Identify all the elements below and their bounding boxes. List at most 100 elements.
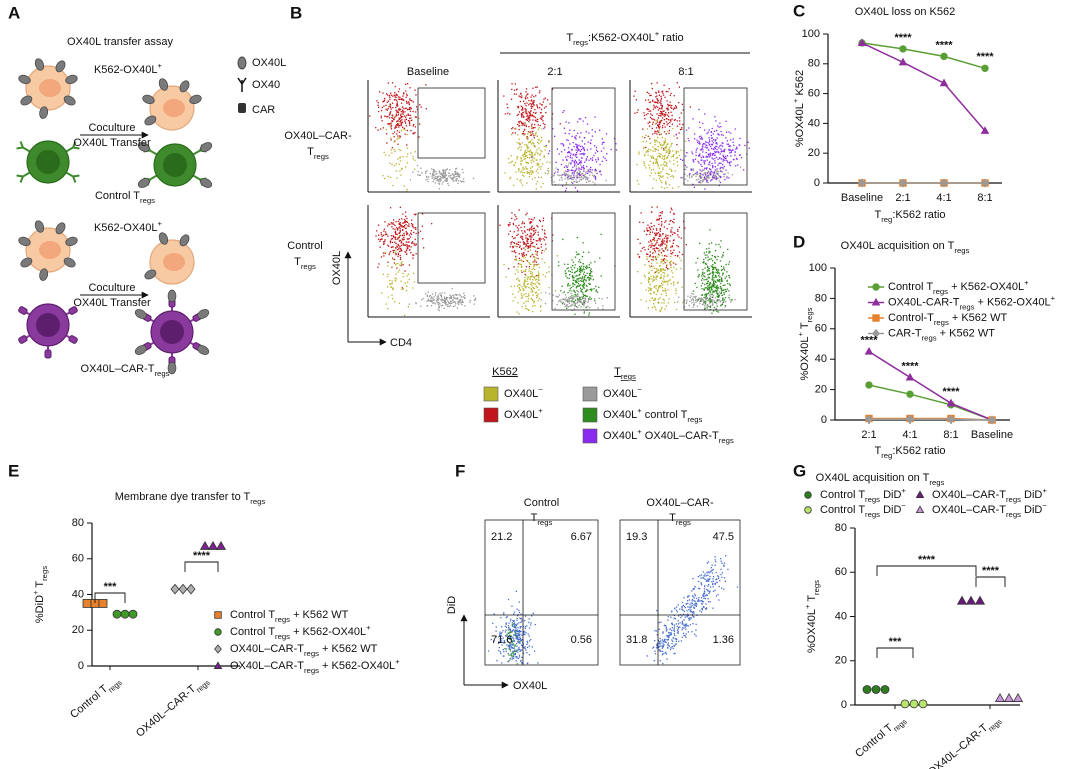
flow-event: [582, 251, 585, 253]
flow-event: [664, 141, 667, 144]
flow-event: [452, 296, 455, 299]
flow-event: [438, 302, 440, 304]
flow-event: [658, 621, 660, 624]
legend-label: OX40L+: [504, 406, 543, 421]
flow-event: [597, 157, 599, 159]
flow-event: [736, 586, 739, 588]
flow-event: [669, 150, 671, 153]
flow-event: [661, 176, 663, 178]
flow-event: [443, 307, 445, 309]
flow-event: [708, 129, 710, 131]
flow-event: [697, 269, 699, 271]
flow-event: [705, 168, 707, 170]
flow-event: [651, 114, 653, 116]
flow-event: [581, 173, 583, 175]
flow-event: [521, 644, 523, 646]
flow-event: [692, 616, 695, 618]
flow-event: [706, 288, 709, 290]
flow-event: [654, 234, 657, 237]
flow-event: [553, 174, 555, 177]
flow-event: [398, 137, 400, 139]
flow-event: [531, 156, 533, 158]
flow-event: [532, 286, 534, 288]
flow-event: [580, 280, 582, 282]
flow-event: [558, 153, 560, 155]
flow-event: [578, 298, 580, 300]
flow-event: [565, 165, 567, 167]
flow-event: [579, 174, 582, 177]
flow-event: [557, 261, 560, 263]
gate: [417, 212, 486, 284]
flow-event: [675, 107, 677, 109]
flow-event: [656, 162, 659, 164]
flow-event: [508, 647, 510, 649]
flow-event: [716, 300, 718, 302]
flow-event: [705, 298, 707, 300]
flow-event: [650, 289, 652, 292]
flow-event: [426, 300, 428, 302]
flow-event: [702, 151, 704, 153]
flow-event: [728, 148, 730, 150]
flow-event: [704, 296, 706, 299]
flow-event: [454, 171, 456, 173]
flow-event: [534, 268, 536, 270]
flow-event: [419, 230, 422, 232]
ox40l-icon: [142, 94, 155, 105]
flow-event: [694, 296, 696, 298]
flow-event: [396, 102, 398, 105]
flow-event: [524, 634, 526, 636]
flow-event: [406, 188, 408, 191]
flow-event: [522, 255, 524, 258]
flow-event: [575, 179, 577, 181]
flow-event: [431, 168, 433, 170]
flow-event: [677, 246, 680, 248]
flow-event: [532, 171, 534, 174]
flow-event: [537, 226, 539, 228]
flow-event: [646, 233, 648, 236]
flow-event: [530, 167, 532, 169]
flow-event: [501, 626, 503, 628]
flow-event: [411, 100, 413, 102]
flow-event: [714, 250, 717, 252]
flow-event: [669, 121, 671, 124]
flow-event: [378, 238, 380, 240]
flow-event: [722, 163, 724, 166]
flow-event: [703, 297, 705, 299]
flow-event: [715, 178, 717, 180]
flow-event: [392, 287, 394, 289]
flow-event: [387, 116, 389, 118]
flow-event: [414, 126, 416, 128]
flow-event: [533, 104, 535, 106]
flow-event: [582, 166, 585, 169]
flow-event: [672, 640, 674, 642]
flow-event: [706, 307, 708, 309]
flow-event: [525, 237, 527, 239]
flow-event: [715, 595, 718, 597]
flow-event: [532, 119, 534, 121]
flow-event: [509, 176, 512, 178]
flow-event: [394, 238, 396, 240]
flow-event: [502, 655, 504, 657]
flow-event: [533, 229, 535, 232]
flow-event: [586, 285, 588, 287]
flow-event: [498, 641, 500, 643]
flow-event: [680, 237, 682, 239]
flow-event: [513, 613, 515, 615]
flow-event: [526, 308, 528, 310]
flow-event: [675, 263, 677, 265]
flow-event: [732, 158, 735, 161]
flow-event: [713, 148, 715, 151]
flow-event: [534, 304, 536, 307]
flow-event: [524, 285, 526, 287]
flow-event: [660, 144, 662, 146]
flow-event: [715, 156, 718, 158]
flow-event: [690, 168, 692, 170]
flow-event: [595, 149, 598, 151]
flow-event: [579, 136, 581, 138]
flow-event: [523, 168, 525, 170]
legend-label: OX40L−: [603, 385, 642, 400]
flow-event: [711, 286, 713, 288]
flow-event: [589, 271, 592, 273]
flow-event: [513, 634, 515, 636]
